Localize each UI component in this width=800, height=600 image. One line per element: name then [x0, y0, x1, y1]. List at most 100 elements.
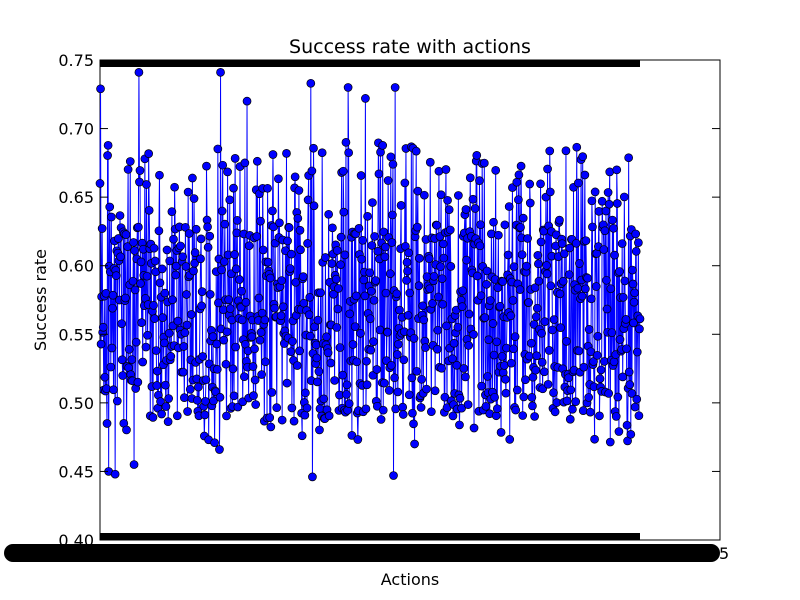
data-point [128, 276, 138, 286]
data-point [255, 335, 265, 345]
data-point [599, 357, 609, 366]
data-point [309, 201, 319, 211]
data-point [595, 374, 605, 384]
data-point [378, 405, 388, 415]
data-point [394, 339, 403, 349]
data-point [160, 288, 170, 298]
data-point [461, 372, 470, 382]
data-point [190, 258, 199, 268]
data-point [525, 179, 535, 189]
data-point [632, 394, 642, 404]
data-point [578, 152, 588, 161]
data-point [317, 148, 327, 158]
data-point [197, 301, 206, 311]
data-point [415, 253, 424, 263]
data-point [534, 259, 543, 269]
data-point [352, 357, 362, 367]
data-point [635, 314, 645, 324]
data-point [369, 295, 379, 305]
data-point [580, 170, 590, 180]
data-point [408, 408, 417, 418]
data-point [123, 165, 133, 174]
data-point [154, 226, 164, 236]
data-point [430, 386, 440, 396]
data-point [242, 96, 252, 106]
data-point [187, 310, 196, 319]
data-point [462, 255, 471, 265]
data-point [237, 315, 247, 325]
data-point [419, 315, 429, 325]
data-point [302, 403, 312, 413]
data-point [338, 370, 348, 380]
data-point [527, 393, 537, 402]
data-point [524, 298, 534, 307]
data-point [301, 388, 310, 398]
data-point [469, 423, 479, 433]
data-point [457, 302, 467, 311]
data-point [217, 206, 227, 216]
data-point [230, 154, 240, 163]
data-point [328, 223, 337, 233]
data-point [533, 250, 543, 260]
data-point [438, 299, 448, 309]
data-point [275, 218, 284, 228]
data-point [342, 390, 351, 399]
data-point [556, 323, 565, 332]
data-point [213, 144, 223, 154]
data-point [532, 351, 542, 361]
data-point [98, 322, 108, 332]
data-point [425, 284, 435, 294]
data-point [422, 384, 431, 394]
data-point [244, 241, 254, 251]
data-point [373, 246, 383, 256]
data-point [497, 352, 507, 361]
data-point [178, 252, 188, 262]
data-point [278, 302, 288, 312]
data-point [577, 291, 587, 301]
data-point [383, 176, 393, 185]
data-point [134, 222, 143, 232]
data-point [550, 407, 560, 417]
data-point [437, 363, 446, 373]
data-point [400, 178, 410, 188]
data-point [295, 346, 304, 356]
data-point [97, 224, 107, 233]
data-point [522, 261, 531, 271]
data-point [558, 276, 568, 286]
data-point [508, 296, 518, 305]
data-point [575, 259, 584, 268]
data-point [600, 226, 610, 236]
data-point [239, 372, 249, 382]
data-point [549, 315, 559, 324]
data-point [621, 315, 631, 324]
data-point [151, 346, 161, 355]
y-tick-label: 0.70 [58, 120, 94, 139]
data-point [103, 151, 112, 160]
data-point [584, 325, 594, 334]
data-point [181, 262, 191, 271]
data-point [250, 344, 259, 354]
data-point [141, 342, 151, 352]
data-point [387, 361, 396, 370]
data-point [404, 390, 414, 400]
data-point [184, 229, 194, 238]
data-point [387, 238, 397, 247]
y-tick-label: 0.55 [58, 325, 94, 344]
data-point [130, 285, 140, 295]
data-point [506, 311, 516, 321]
data-point [117, 355, 127, 365]
data-point [470, 204, 480, 213]
data-point [340, 250, 350, 260]
data-point [542, 269, 552, 279]
data-point [627, 389, 637, 398]
data-point [115, 211, 125, 220]
data-point [543, 164, 552, 174]
data-point [411, 146, 421, 156]
data-point [607, 328, 617, 338]
data-point [531, 365, 541, 375]
data-point [267, 388, 277, 397]
data-point [268, 150, 278, 159]
data-point [323, 348, 333, 358]
data-point [136, 257, 146, 267]
data-point [634, 238, 643, 247]
